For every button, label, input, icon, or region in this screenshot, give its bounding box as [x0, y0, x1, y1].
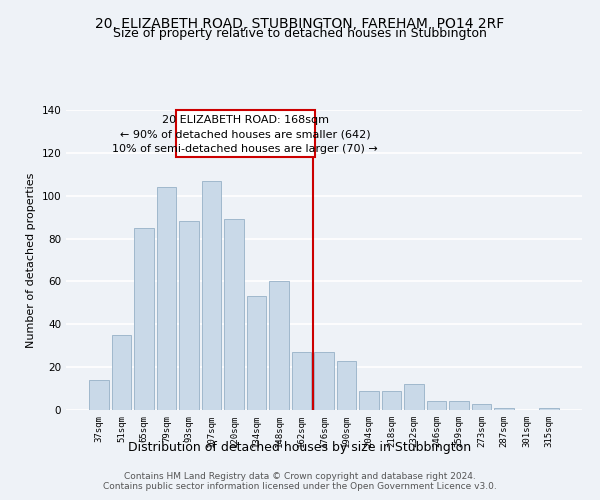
Bar [359, 390, 379, 410]
Bar [292, 352, 311, 410]
Bar [404, 384, 424, 410]
Bar [112, 335, 131, 410]
Bar [247, 296, 266, 410]
Bar [472, 404, 491, 410]
Y-axis label: Number of detached properties: Number of detached properties [26, 172, 36, 348]
Bar [89, 380, 109, 410]
Bar [202, 180, 221, 410]
Text: Contains public sector information licensed under the Open Government Licence v3: Contains public sector information licen… [103, 482, 497, 491]
Text: Size of property relative to detached houses in Stubbington: Size of property relative to detached ho… [113, 28, 487, 40]
Text: 10% of semi-detached houses are larger (70) →: 10% of semi-detached houses are larger (… [112, 144, 378, 154]
Bar [427, 402, 446, 410]
Text: 20 ELIZABETH ROAD: 168sqm: 20 ELIZABETH ROAD: 168sqm [162, 116, 329, 126]
Text: Distribution of detached houses by size in Stubbington: Distribution of detached houses by size … [128, 441, 472, 454]
Bar [314, 352, 334, 410]
Text: ← 90% of detached houses are smaller (642): ← 90% of detached houses are smaller (64… [120, 130, 371, 140]
Text: Contains HM Land Registry data © Crown copyright and database right 2024.: Contains HM Land Registry data © Crown c… [124, 472, 476, 481]
Bar [449, 402, 469, 410]
Bar [269, 282, 289, 410]
Bar [382, 390, 401, 410]
Bar [539, 408, 559, 410]
Bar [224, 220, 244, 410]
Bar [337, 360, 356, 410]
Bar [179, 222, 199, 410]
Bar [157, 187, 176, 410]
Text: 20, ELIZABETH ROAD, STUBBINGTON, FAREHAM, PO14 2RF: 20, ELIZABETH ROAD, STUBBINGTON, FAREHAM… [95, 18, 505, 32]
Bar [134, 228, 154, 410]
FancyBboxPatch shape [176, 110, 315, 157]
Bar [494, 408, 514, 410]
